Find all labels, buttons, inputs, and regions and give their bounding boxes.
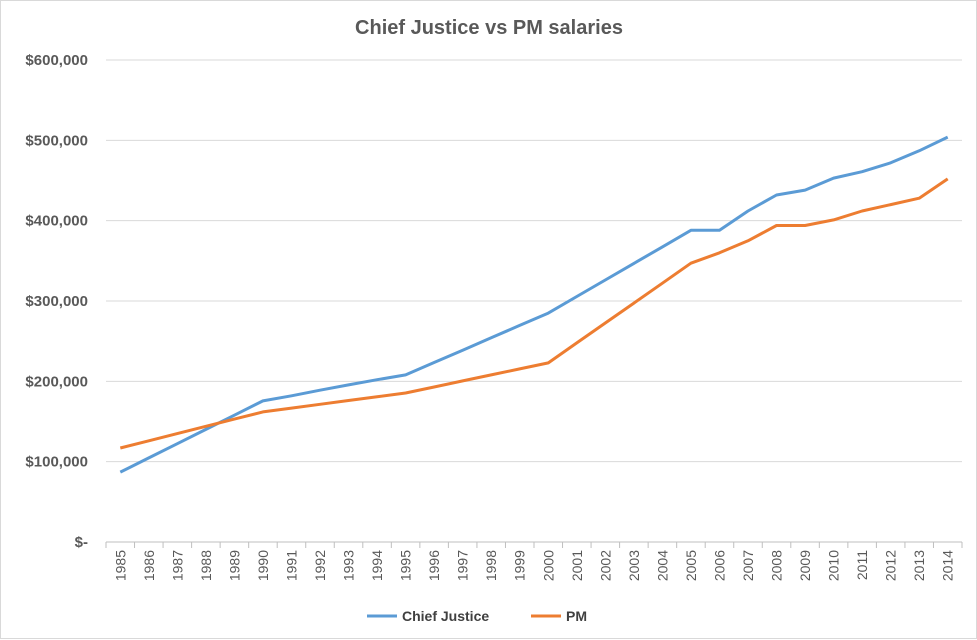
x-tick-label: 1985 [112,550,128,581]
x-tick-label: 2004 [654,550,670,581]
x-tick-label: 1986 [141,550,157,581]
x-tick-label: 1987 [169,550,185,581]
x-tick-label: 1996 [426,550,442,581]
y-tick-label: $100,000 [25,454,88,471]
x-tick-label: 1999 [512,550,528,581]
x-tick-label: 2010 [826,550,842,581]
x-tick-label: 2013 [911,550,927,581]
x-tick-label: 2011 [854,550,870,580]
y-tick-label: $200,000 [25,373,88,390]
x-tick-label: 2006 [711,550,727,581]
x-tick-label: 2008 [769,550,785,581]
x-tick-label: 2001 [569,550,585,581]
x-tick-label: 1997 [455,550,471,581]
y-tick-label: $600,000 [25,52,88,69]
y-tick-label: $400,000 [25,213,88,230]
x-tick-label: 2000 [540,550,556,581]
x-tick-label: 2003 [626,550,642,581]
x-tick-label: 1995 [398,550,414,581]
series-line-chief-justice [119,135,949,474]
x-tick-label: 1998 [483,550,499,581]
x-tick-label: 1990 [255,550,271,581]
y-tick-label: $300,000 [25,293,88,310]
x-tick-label: 2007 [740,550,756,581]
x-tick-label: 1991 [283,550,299,581]
x-tick-label: 2014 [940,550,956,581]
x-tick-label: 1993 [341,550,357,581]
legend-label-chief-justice: Chief Justice [402,608,489,624]
x-tick-label: 1992 [312,550,328,581]
x-tick-label: 2012 [883,550,899,581]
x-tick-label: 1994 [369,550,385,581]
legend: Chief Justice PM [367,608,587,624]
series-line-pm [119,177,949,450]
legend-label-pm: PM [566,608,587,624]
y-tick-label: $500,000 [25,132,88,149]
x-tick-label: 1989 [226,550,242,581]
chart-title: Chief Justice vs PM salaries [355,17,623,39]
y-tick-label: $- [75,534,88,551]
x-tick-label: 2002 [597,550,613,581]
x-tick-label: 1988 [198,550,214,581]
x-tick-label: 2009 [797,550,813,581]
x-tick-label: 2005 [683,550,699,581]
